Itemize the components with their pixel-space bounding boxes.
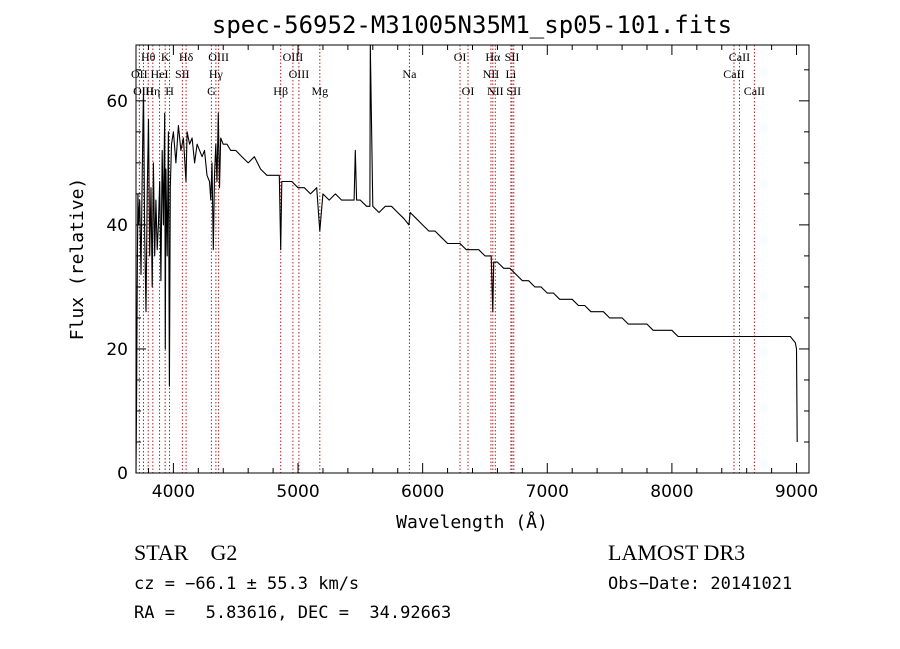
x-axis: 4000 5000 6000 7000 8000 9000 — [147, 45, 818, 502]
x-tick-label: 8000 — [650, 482, 693, 502]
object-class-type: STAR — [134, 540, 189, 565]
line-label: OIII — [283, 50, 304, 64]
x-tick-label: 6000 — [401, 482, 444, 502]
redshift-text: cz = −66.1 ± 55.3 km/s — [134, 574, 360, 594]
x-tick-label: 9000 — [775, 482, 818, 502]
line-label: OIII — [208, 50, 229, 64]
line-label: OIII — [289, 67, 310, 81]
line-label: SII — [505, 50, 520, 64]
object-class: STAR G2 — [134, 540, 237, 566]
line-label: NII — [483, 67, 500, 81]
line-label: Na — [402, 67, 417, 81]
line-label: Hη — [145, 84, 160, 98]
line-label: H — [165, 84, 174, 98]
y-axis: 0 20 40 60 — [106, 69, 809, 484]
line-label: Hθ — [141, 50, 156, 64]
line-label: CaII — [729, 50, 750, 64]
line-label: HeI — [151, 67, 169, 81]
x-tick-label: 5000 — [276, 482, 319, 502]
plot-frame — [135, 44, 810, 474]
coordinates-text: RA = 5.83616, DEC = 34.92663 — [134, 603, 452, 623]
y-axis-label: Flux (relative) — [67, 178, 88, 341]
line-label: OII — [131, 67, 148, 81]
line-label: OI — [462, 84, 475, 98]
line-label: SII — [175, 67, 190, 81]
line-label: Li — [506, 67, 517, 81]
obs-date-text: Obs−Date: 20141021 — [608, 574, 793, 594]
x-tick-label: 7000 — [526, 482, 569, 502]
line-label: Hγ — [209, 67, 224, 81]
line-label: G — [207, 84, 216, 98]
line-label: CaII — [744, 84, 765, 98]
line-label: Mg — [311, 84, 328, 98]
line-label: Hβ — [273, 84, 288, 98]
x-tick-label: 4000 — [152, 482, 195, 502]
line-label: K — [161, 50, 170, 64]
line-label: OI — [454, 50, 467, 64]
survey-name: LAMOST DR3 — [608, 540, 746, 565]
x-axis-label: Wavelength (Å) — [396, 511, 548, 533]
line-label: NII — [487, 84, 504, 98]
spectrum-line — [135, 44, 798, 474]
y-tick-label: 40 — [106, 216, 128, 236]
line-label: Hα — [485, 50, 501, 64]
y-tick-label: 0 — [117, 464, 128, 484]
line-markers — [138, 45, 755, 473]
line-label: Hδ — [179, 50, 194, 64]
object-subclass: G2 — [210, 540, 238, 565]
line-label: SII — [506, 84, 521, 98]
line-label: CaII — [723, 67, 744, 81]
y-tick-label: 60 — [106, 92, 128, 112]
chart-title: spec-56952-M31005N35M1_sp05-101.fits — [212, 11, 732, 39]
y-tick-label: 20 — [106, 340, 128, 360]
